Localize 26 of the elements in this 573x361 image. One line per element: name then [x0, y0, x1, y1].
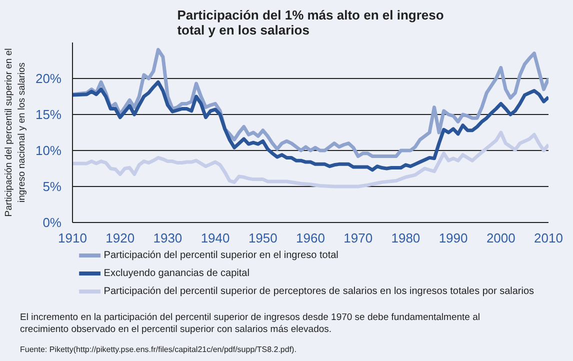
line-series	[72, 130, 548, 188]
line-series	[72, 48, 548, 158]
line-series	[72, 80, 548, 172]
text: El incremento en la participación del percentil superior de ingresos desde 1970 se debe fundamentalmente al crecimiento observado en el percentil superior con salarios más elevados.	[20, 312, 481, 336]
x-tick-label: 1960	[296, 230, 325, 246]
source-note: Fuente: Piketty(http://piketty.pse.ens.fr/files/capital21c/en/pdf/supp/TS8.2.pdf).	[20, 344, 298, 355]
x-tick-label: 1930	[153, 230, 182, 246]
x-tick-label: 1910	[58, 230, 87, 246]
y-axis-title: Participación del percentil superior en el ingreso nacional y en los salarios	[3, 48, 28, 217]
x-tick-label: 2010	[534, 230, 563, 246]
legend-label: Participación del percentil superior de perceptores de salarios en los ingresos totales por salarios	[104, 286, 534, 297]
y-tick-label: 20%	[35, 71, 62, 86]
x-tick-label: 1920	[106, 230, 135, 246]
legend-label: Excluyendo ganancias de capital	[104, 268, 250, 279]
x-tick-label: 2000	[486, 230, 516, 246]
x-tick-label: 1940	[200, 230, 230, 246]
x-tick-label: 1980	[391, 230, 420, 246]
y-tick-label: 15%	[35, 107, 62, 122]
y-tick-label: 10%	[35, 143, 62, 158]
x-tick-label: 1990	[438, 230, 468, 246]
x-tick-label: 1950	[248, 230, 278, 246]
y-tick-label: 0%	[42, 215, 62, 230]
chart-title: Participación del 1% más alto en el ingreso total y en los salarios	[177, 8, 444, 38]
y-tick-label: 5%	[42, 179, 62, 194]
legend-label: Participación del percentil superior en el ingreso total	[104, 250, 338, 261]
x-tick-label: 1970	[344, 230, 373, 246]
